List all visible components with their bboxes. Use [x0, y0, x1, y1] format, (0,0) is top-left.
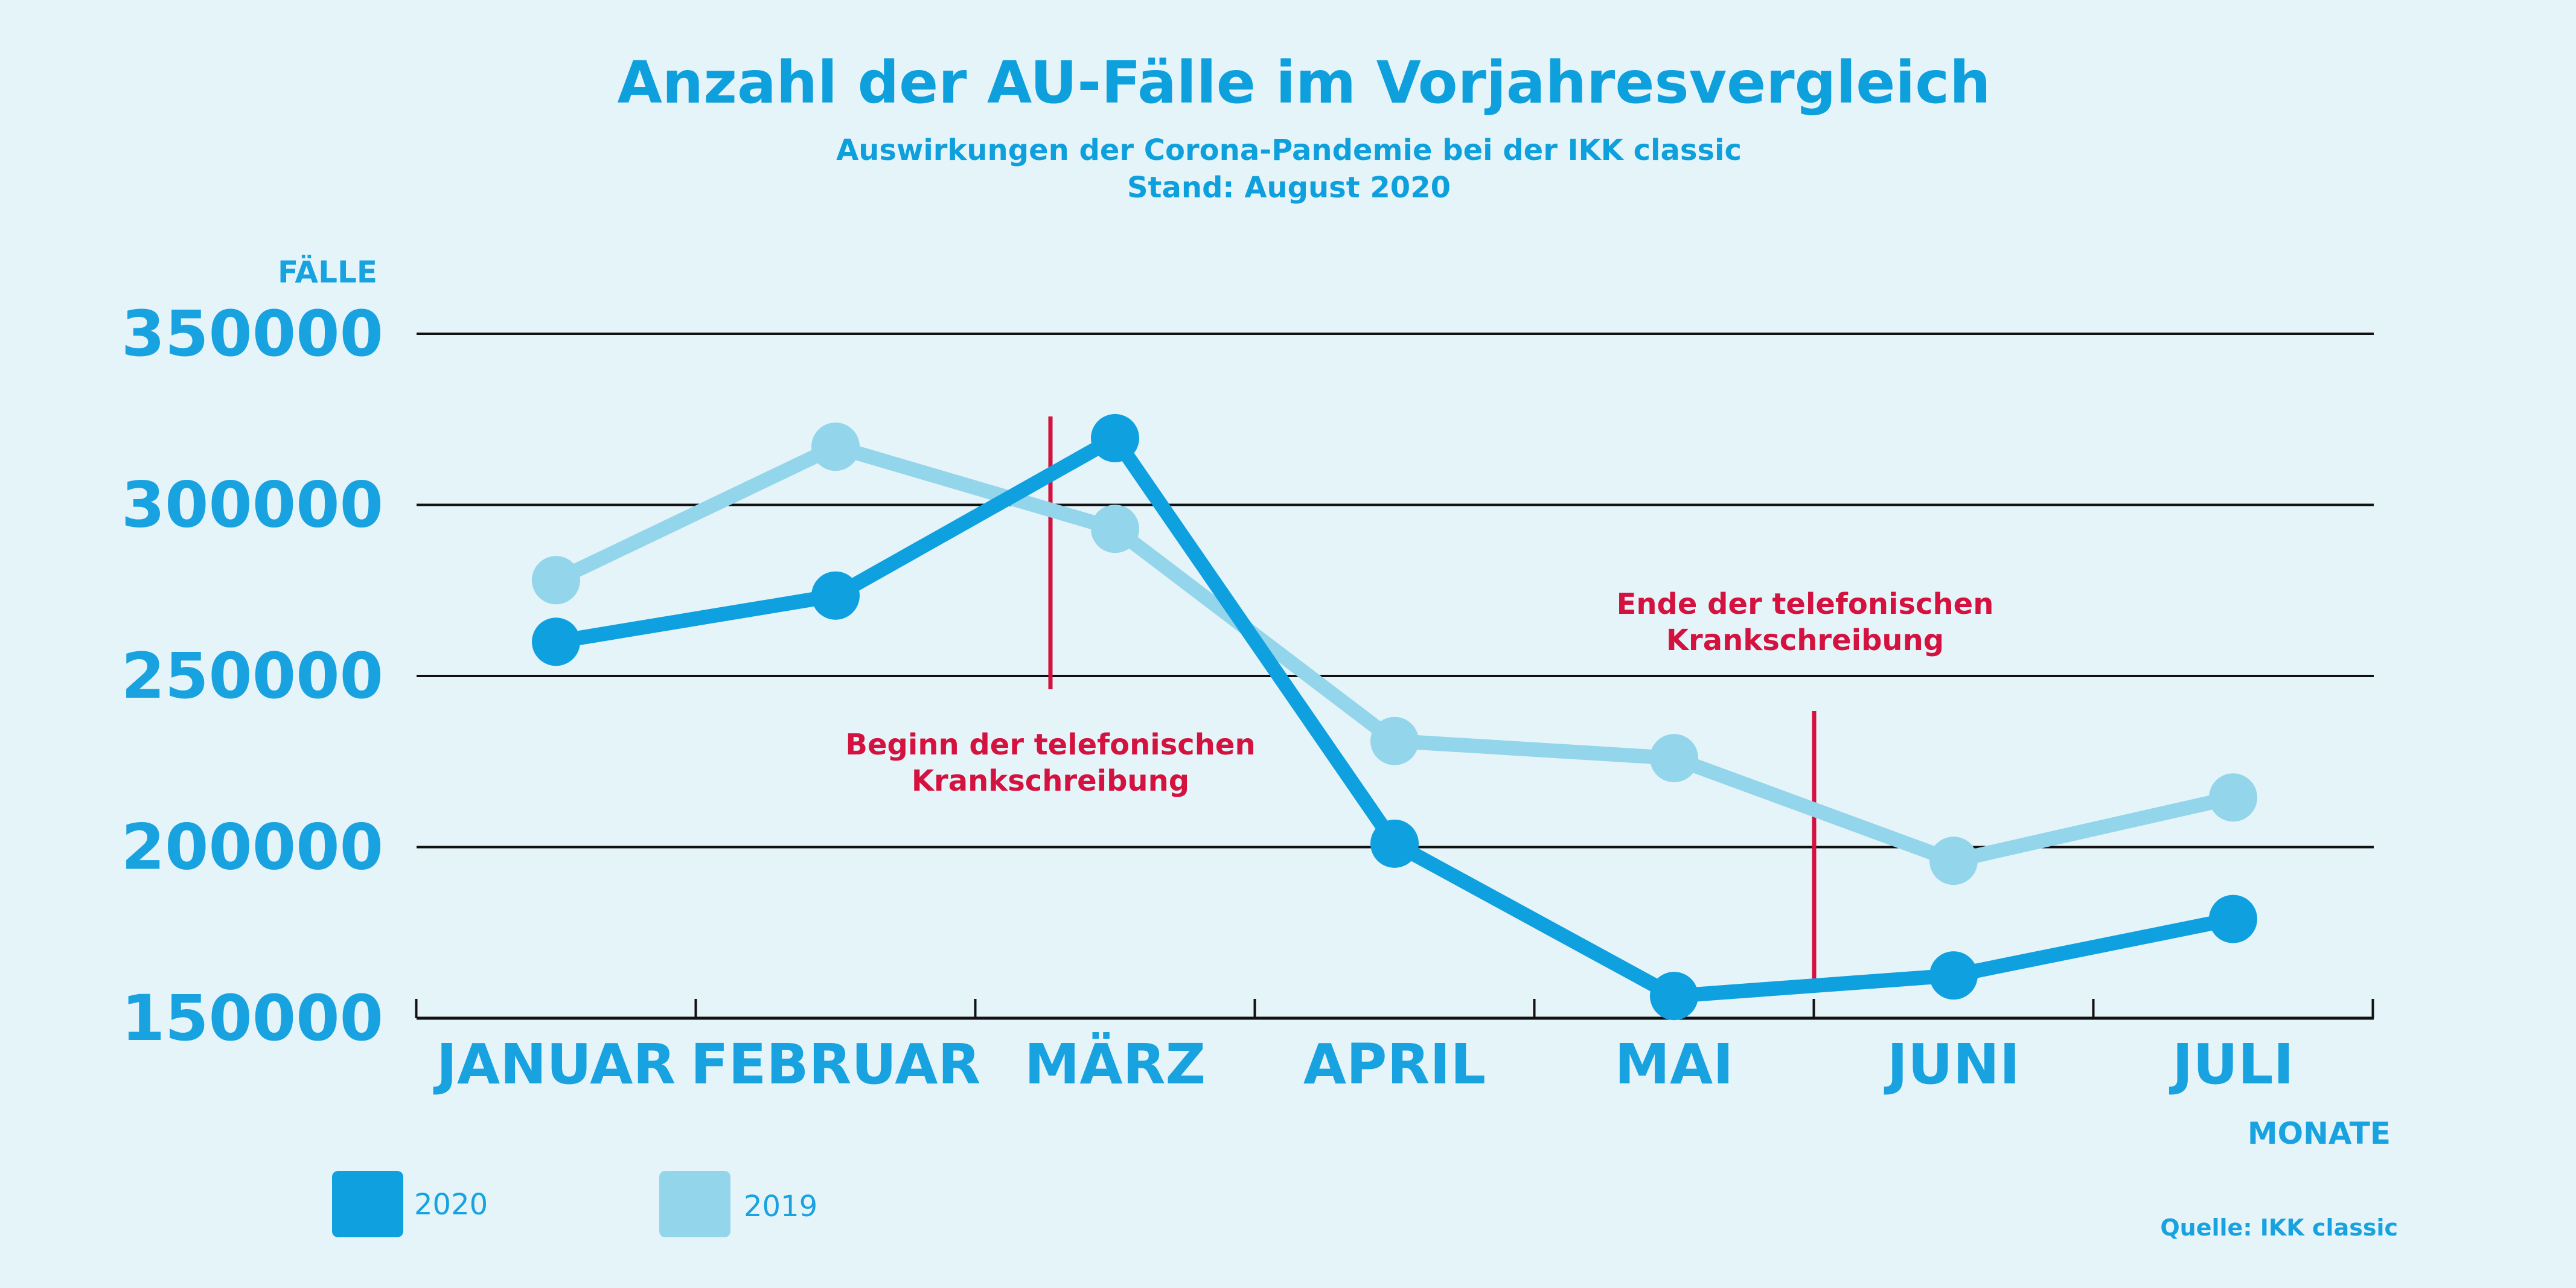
x-tick-labels: JANUAR FEBRUAR MÄRZ APRIL MAI JUNI JULI [433, 1031, 2294, 1097]
point-2019-juni [1929, 837, 1978, 885]
legend-swatch-2020 [332, 1171, 403, 1237]
source-note: Quelle: IKK classic [2160, 1214, 2398, 1241]
point-2019-februar [811, 422, 860, 471]
y-axis-label: FÄLLE [278, 255, 377, 290]
point-2020-märz [1091, 413, 1139, 462]
x-tick-label-januar: JANUAR [433, 1032, 676, 1097]
legend-label-2020: 2020 [414, 1188, 488, 1222]
chart-subtitle-line-1: Auswirkungen der Corona-Pandemie bei der… [836, 133, 1742, 167]
series-2020 [532, 413, 2257, 1021]
y-tick-label-200000: 200000 [121, 811, 383, 884]
series-2019 [532, 422, 2257, 885]
annotation-2-line-1: Ende der telefonischen [1617, 587, 1994, 621]
y-tick-label-250000: 250000 [121, 639, 383, 713]
point-2020-juli [2209, 894, 2257, 943]
x-tick-label-märz: MÄRZ [1024, 1031, 1206, 1097]
series [532, 413, 2257, 1021]
y-tick-labels: 150000 200000 250000 300000 350000 [121, 297, 383, 1055]
point-2019-april [1370, 716, 1419, 765]
point-2020-februar [811, 571, 860, 620]
legend-swatch-2019 [659, 1171, 730, 1237]
annotation-2-line-2: Krankschreibung [1666, 623, 1944, 657]
x-tick-label-april: APRIL [1303, 1032, 1486, 1097]
point-2020-mai [1650, 972, 1698, 1021]
x-tick-label-mai: MAI [1615, 1032, 1734, 1097]
y-tick-label-300000: 300000 [121, 468, 383, 542]
point-2019-juli [2209, 773, 2257, 822]
legend: 2020 2019 [332, 1171, 817, 1237]
series-line-2019 [549, 439, 2240, 869]
point-2020-januar [532, 617, 580, 666]
x-axis [415, 999, 2374, 1020]
y-tick-label-350000: 350000 [121, 297, 383, 371]
chart-title: Anzahl der AU-Fälle im Vorjahresvergleic… [617, 49, 1990, 116]
y-tick-label-150000: 150000 [121, 981, 383, 1055]
annotations: Beginn der telefonischenKrankschreibungE… [845, 416, 1993, 983]
point-2020-juni [1929, 951, 1978, 1000]
point-2020-april [1370, 819, 1419, 868]
point-2019-januar [532, 556, 580, 605]
x-tick-label-februar: FEBRUAR [691, 1032, 981, 1097]
gridlines [417, 333, 2374, 849]
x-tick-label-juni: JUNI [1884, 1032, 2020, 1097]
point-2019-märz [1091, 505, 1139, 553]
chart-subtitle-line-2: Stand: August 2020 [1127, 171, 1451, 205]
x-axis-label: MONATE [2248, 1116, 2391, 1151]
point-2019-mai [1650, 734, 1698, 783]
x-tick-label-juli: JULI [2169, 1032, 2294, 1097]
annotation-1-line-1: Beginn der telefonischen [845, 728, 1255, 762]
legend-label-2019: 2019 [744, 1190, 817, 1223]
annotation-1-line-2: Krankschreibung [912, 764, 1189, 798]
